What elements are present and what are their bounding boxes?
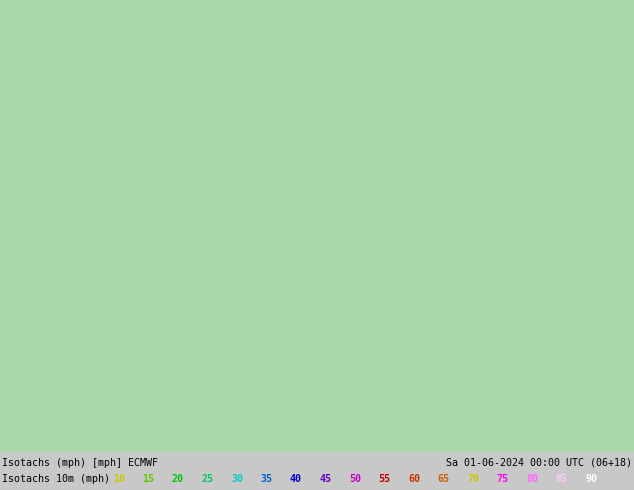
- Text: 50: 50: [349, 474, 361, 484]
- Text: 25: 25: [202, 474, 214, 484]
- Text: Isotachs 10m (mph): Isotachs 10m (mph): [2, 474, 110, 484]
- Text: 65: 65: [437, 474, 450, 484]
- Text: 40: 40: [290, 474, 302, 484]
- Text: 75: 75: [496, 474, 508, 484]
- Text: 45: 45: [320, 474, 332, 484]
- Text: 60: 60: [408, 474, 420, 484]
- Text: 80: 80: [526, 474, 538, 484]
- Text: 20: 20: [172, 474, 184, 484]
- Text: 55: 55: [378, 474, 391, 484]
- Text: 35: 35: [261, 474, 273, 484]
- Text: 10: 10: [113, 474, 125, 484]
- Text: 30: 30: [231, 474, 243, 484]
- Text: 70: 70: [467, 474, 479, 484]
- Text: 90: 90: [585, 474, 597, 484]
- Text: 85: 85: [555, 474, 567, 484]
- Text: 15: 15: [143, 474, 155, 484]
- Text: Isotachs (mph) [mph] ECMWF: Isotachs (mph) [mph] ECMWF: [2, 458, 158, 467]
- Text: Sa 01-06-2024 00:00 UTC (06+18): Sa 01-06-2024 00:00 UTC (06+18): [446, 458, 632, 467]
